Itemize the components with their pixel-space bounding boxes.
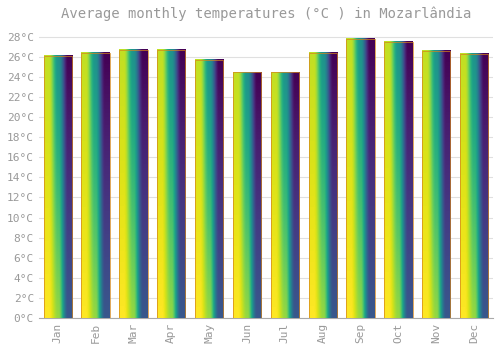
Bar — [119, 50, 148, 318]
Bar — [422, 51, 450, 318]
Bar — [44, 56, 72, 318]
Bar — [384, 42, 412, 318]
Bar — [157, 50, 186, 318]
Bar — [346, 39, 375, 318]
Bar — [233, 72, 261, 318]
Bar — [270, 72, 299, 318]
Bar — [195, 60, 224, 318]
Title: Average monthly temperatures (°C ) in Mozarlândia: Average monthly temperatures (°C ) in Mo… — [60, 7, 471, 21]
Bar — [308, 53, 337, 318]
Bar — [460, 54, 488, 318]
Bar — [82, 53, 110, 318]
